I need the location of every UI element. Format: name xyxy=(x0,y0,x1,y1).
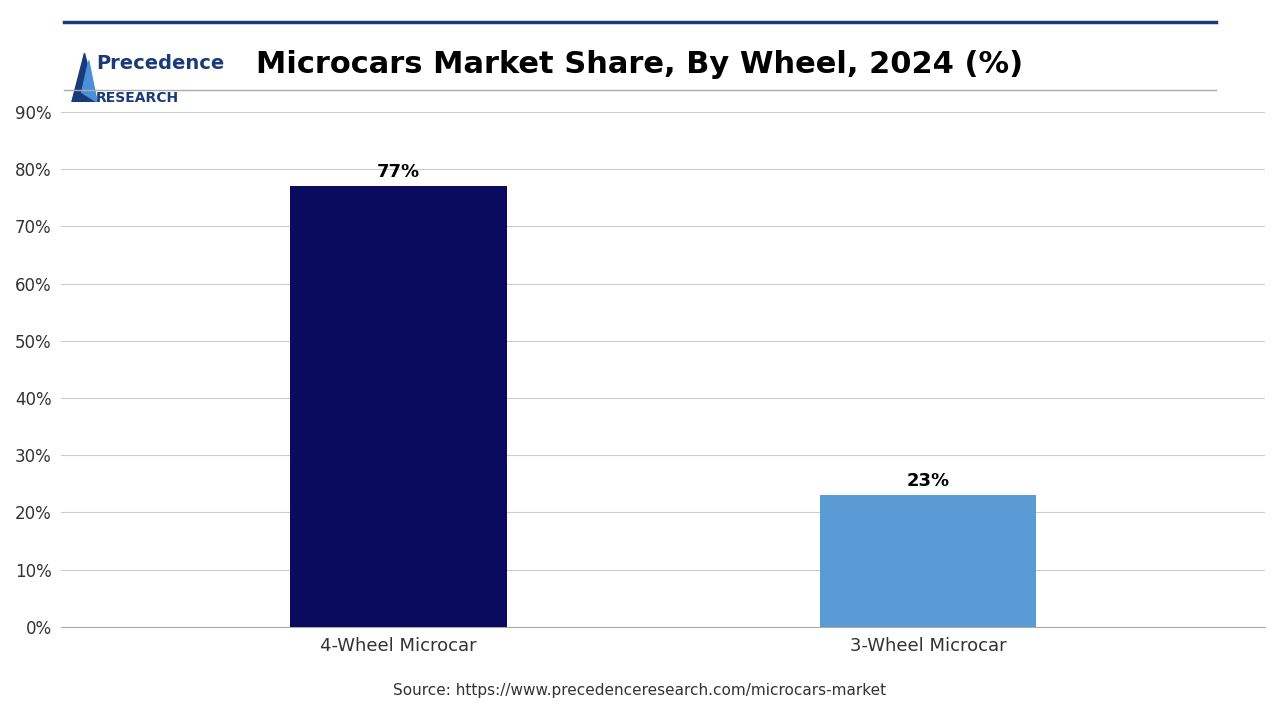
Text: 77%: 77% xyxy=(376,163,420,181)
Bar xyxy=(291,186,507,627)
Text: RESEARCH: RESEARCH xyxy=(96,91,179,105)
Text: Source: https://www.precedenceresearch.com/microcars-market: Source: https://www.precedenceresearch.c… xyxy=(393,683,887,698)
Bar xyxy=(819,495,1037,627)
Text: 23%: 23% xyxy=(906,472,950,490)
Text: Precedence: Precedence xyxy=(96,54,224,73)
Polygon shape xyxy=(72,53,97,102)
Polygon shape xyxy=(82,60,97,102)
Text: Microcars Market Share, By Wheel, 2024 (%): Microcars Market Share, By Wheel, 2024 (… xyxy=(256,50,1024,79)
